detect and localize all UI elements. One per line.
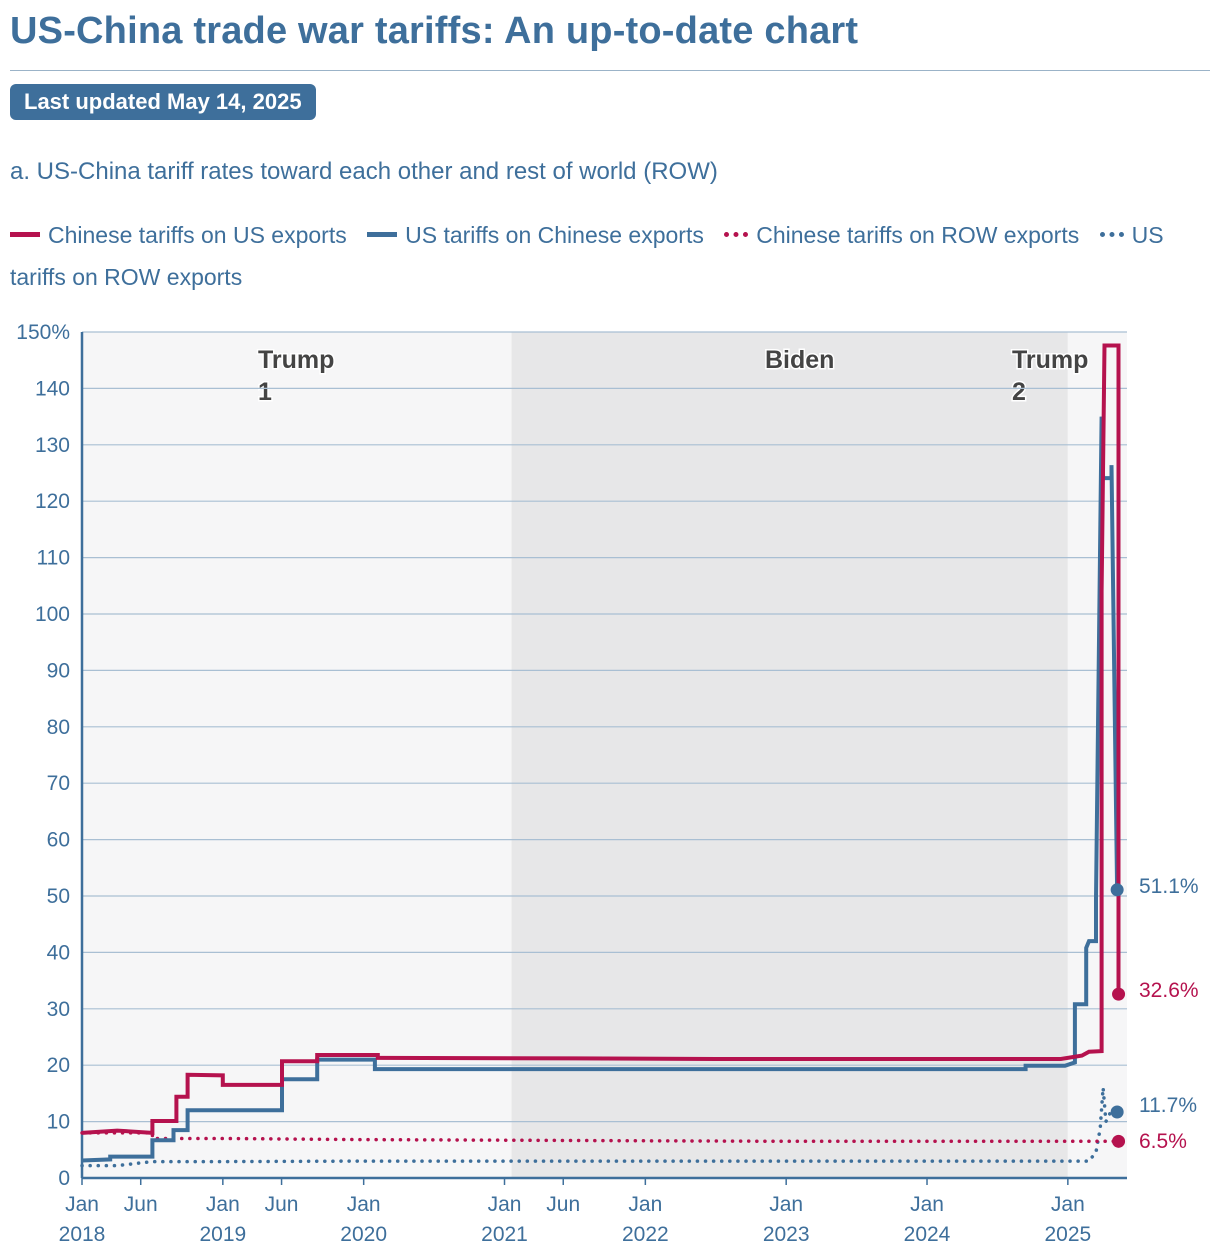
x-tick-label: Jan xyxy=(347,1193,381,1216)
series-dotted-line xyxy=(80,1087,1119,1168)
x-tick-label: Jan xyxy=(769,1193,803,1216)
period-label: 1 xyxy=(258,378,272,406)
x-tick-year: 2024 xyxy=(904,1223,951,1246)
x-tick-label: Jan xyxy=(910,1193,944,1216)
end-point-marker xyxy=(1110,1105,1124,1119)
end-point-marker xyxy=(1112,987,1126,1001)
solid-blue-line-icon xyxy=(367,232,398,238)
legend-label: US tariffs on ROW exports xyxy=(10,222,1164,290)
legend-item-chinese-tariffs-row[interactable]: Chinese tariffs on ROW exports xyxy=(724,222,1079,248)
period-label: Biden xyxy=(765,346,834,374)
y-tick-label: 20 xyxy=(47,1054,70,1077)
y-tick-label: 90 xyxy=(47,659,70,682)
series-line xyxy=(81,416,1120,1163)
x-tick-year: 2025 xyxy=(1044,1223,1091,1246)
x-tick-year: 2022 xyxy=(622,1223,669,1246)
x-tick-label: Jun xyxy=(265,1193,299,1216)
end-value-label: 6.5% xyxy=(1139,1130,1187,1153)
y-tick-label: 110 xyxy=(37,547,70,570)
x-tick-label: Jun xyxy=(546,1193,580,1216)
chart-legend: Chinese tariffs on US exports US tariffs… xyxy=(10,214,1200,298)
legend-item-us-tariffs-china[interactable]: US tariffs on Chinese exports xyxy=(367,222,704,248)
y-tick-label: 100 xyxy=(35,603,70,626)
y-tick-label: 130 xyxy=(35,434,70,457)
dotted-blue-line-icon xyxy=(1099,232,1124,238)
legend-label: Chinese tariffs on US exports xyxy=(48,222,347,248)
end-value-label: 51.1% xyxy=(1139,875,1199,898)
x-tick-year: 2020 xyxy=(340,1223,387,1246)
period-label: Trump xyxy=(258,346,334,374)
y-tick-label: 80 xyxy=(47,716,70,739)
legend-item-us-tariffs-row[interactable]: US tariffs on ROW exports xyxy=(10,222,1164,290)
x-tick-label: Jan xyxy=(1051,1193,1085,1216)
series-dotted-line xyxy=(80,1131,1121,1144)
y-tick-label: 40 xyxy=(47,941,70,964)
legend-item-chinese-tariffs-us[interactable]: Chinese tariffs on US exports xyxy=(10,222,347,248)
panel-title: a. US-China tariff rates toward each oth… xyxy=(10,158,718,185)
x-tick-year: 2021 xyxy=(481,1223,528,1246)
x-tick-label: Jan xyxy=(65,1193,99,1216)
dotted-red-line-icon xyxy=(724,232,749,238)
end-value-label: 32.6% xyxy=(1139,979,1199,1002)
y-tick-label: 70 xyxy=(47,772,70,795)
x-tick-year: 2019 xyxy=(199,1223,246,1246)
x-tick-year: 2018 xyxy=(59,1223,106,1246)
x-tick-year: 2023 xyxy=(763,1223,810,1246)
period-label: Trump xyxy=(1012,346,1088,374)
title-divider xyxy=(10,70,1210,71)
x-tick-label: Jan xyxy=(488,1193,522,1216)
period-label: 2 xyxy=(1012,378,1026,406)
series-line xyxy=(81,343,1121,1136)
solid-red-line-icon xyxy=(10,232,40,238)
last-updated-badge: Last updated May 14, 2025 xyxy=(10,84,316,120)
end-point-marker xyxy=(1110,883,1124,897)
legend-label: US tariffs on Chinese exports xyxy=(405,222,704,248)
y-tick-label: 60 xyxy=(47,829,70,852)
y-tick-label: 30 xyxy=(47,998,70,1021)
x-tick-label: Jan xyxy=(628,1193,662,1216)
legend-label: Chinese tariffs on ROW exports xyxy=(756,222,1080,248)
y-tick-label: 120 xyxy=(35,490,70,513)
end-point-marker xyxy=(1112,1134,1126,1148)
period-band xyxy=(511,332,1068,1178)
y-tick-label: 0 xyxy=(58,1167,70,1190)
y-tick-label: 140 xyxy=(35,377,70,400)
y-tick-label: 150% xyxy=(16,321,70,344)
x-tick-label: Jun xyxy=(124,1193,158,1216)
y-tick-label: 10 xyxy=(47,1111,70,1134)
end-value-label: 11.7% xyxy=(1139,1094,1197,1117)
x-tick-label: Jan xyxy=(206,1193,240,1216)
y-tick-label: 50 xyxy=(47,885,70,908)
page-title: US-China trade war tariffs: An up-to-dat… xyxy=(10,10,859,52)
period-band xyxy=(82,332,512,1178)
